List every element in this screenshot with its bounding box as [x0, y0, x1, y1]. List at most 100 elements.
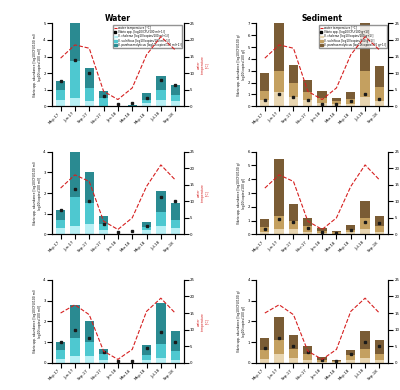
Bar [156, 99, 166, 106]
Bar [360, 349, 370, 358]
Bar [99, 216, 108, 224]
Bar [318, 103, 327, 106]
Y-axis label: Vibrio spp. abundance [log10(CFU/100 g)
log10(copies/100 g)]: Vibrio spp. abundance [log10(CFU/100 g) … [238, 162, 246, 224]
Bar [360, 18, 370, 71]
Bar [84, 172, 94, 204]
Bar [289, 83, 298, 97]
Bar [274, 229, 284, 234]
Bar [70, 356, 80, 363]
Y-axis label: water
temperature
[°C]: water temperature [°C] [196, 184, 210, 202]
Bar [260, 91, 270, 100]
Bar [170, 85, 180, 94]
Bar [170, 94, 180, 101]
Bar [56, 220, 65, 228]
Bar [360, 331, 370, 349]
Bar [142, 230, 151, 234]
Bar [332, 101, 341, 104]
Bar [346, 360, 356, 363]
Bar [346, 350, 356, 355]
Bar [346, 225, 356, 230]
Bar [84, 342, 94, 356]
Bar [346, 230, 356, 232]
Bar [332, 362, 341, 363]
Bar [99, 355, 108, 360]
Bar [274, 92, 284, 106]
Bar [170, 360, 180, 363]
Bar [318, 228, 327, 231]
Text: Duhnen spa area
°N 53.8990; °E 8.6375: Duhnen spa area °N 53.8990; °E 8.6375 [0, 300, 1, 343]
Bar [318, 357, 327, 360]
Bar [303, 346, 312, 355]
Bar [332, 231, 341, 232]
Bar [360, 229, 370, 234]
Y-axis label: Vibrio spp. abundance [log10(CFU/100 g)
log10(copies/100 g)]: Vibrio spp. abundance [log10(CFU/100 g) … [238, 34, 246, 96]
Bar [375, 226, 384, 232]
Bar [274, 71, 284, 92]
Bar [289, 229, 298, 234]
Bar [56, 90, 65, 99]
Bar [56, 342, 65, 350]
Bar [156, 358, 166, 363]
Bar [375, 232, 384, 234]
Bar [346, 355, 356, 360]
Bar [70, 226, 80, 234]
Bar [84, 68, 94, 88]
Bar [274, 18, 284, 71]
Bar [260, 73, 270, 91]
Bar [318, 360, 327, 362]
Bar [260, 227, 270, 232]
Bar [346, 232, 356, 234]
Bar [170, 351, 180, 360]
Bar [84, 88, 94, 101]
Bar [360, 201, 370, 218]
Bar [375, 355, 384, 360]
Legend: water temperature [°C], Vibrio spp. [log10(CFU/100 ml+1)], V. cholerae [log10(co: water temperature [°C], Vibrio spp. [log… [113, 25, 182, 48]
Bar [289, 358, 298, 363]
Bar [156, 212, 166, 226]
Bar [260, 338, 270, 350]
Bar [289, 204, 298, 221]
Bar [289, 97, 298, 106]
Bar [142, 99, 151, 103]
Bar [170, 220, 180, 228]
Bar [332, 361, 341, 362]
Bar [84, 321, 94, 342]
Y-axis label: Vibrio spp. abundance [log10(CFU/100 g)
log10(copies/100 g)]: Vibrio spp. abundance [log10(CFU/100 g) … [238, 291, 246, 352]
Bar [84, 101, 94, 106]
Title: Sediment: Sediment [302, 14, 343, 23]
Bar [142, 222, 151, 227]
Bar [303, 355, 312, 360]
Bar [318, 98, 327, 103]
Bar [56, 228, 65, 234]
Bar [274, 159, 284, 216]
Bar [346, 99, 356, 104]
Y-axis label: Vibrio spp. abundance [log10(CFU/100 ml)
log10(copies/100 ml)]: Vibrio spp. abundance [log10(CFU/100 ml)… [33, 289, 42, 353]
Bar [84, 204, 94, 224]
Bar [375, 101, 384, 106]
Bar [56, 358, 65, 363]
Bar [70, 98, 80, 106]
Bar [346, 92, 356, 99]
Bar [303, 92, 312, 100]
Y-axis label: water
temperature
[°C]: water temperature [°C] [196, 55, 210, 74]
Bar [142, 360, 151, 363]
Bar [318, 91, 327, 98]
Bar [332, 104, 341, 106]
Bar [170, 204, 180, 220]
Bar [289, 349, 298, 358]
Title: Water: Water [105, 14, 131, 23]
Bar [99, 349, 108, 355]
Bar [260, 218, 270, 227]
Text: Dyksternhausen alt rig (Dorum)
°N 53.2993; °E 7.2293: Dyksternhausen alt rig (Dorum) °N 53.299… [0, 34, 1, 96]
Bar [303, 226, 312, 232]
Bar [303, 232, 312, 234]
Bar [70, 305, 80, 338]
Bar [142, 345, 151, 355]
Bar [289, 335, 298, 349]
Bar [170, 331, 180, 351]
Bar [289, 65, 298, 83]
Bar [318, 362, 327, 363]
Bar [56, 350, 65, 358]
Bar [142, 93, 151, 99]
Bar [156, 90, 166, 99]
